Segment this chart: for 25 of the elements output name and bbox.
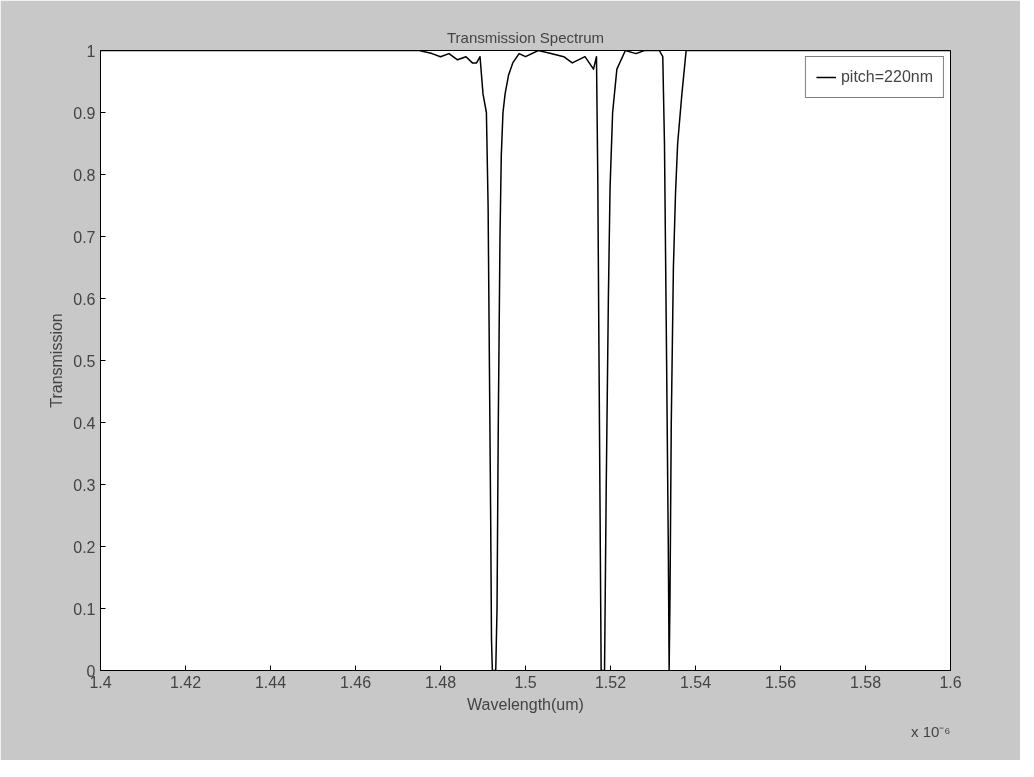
y-tick-label: 0.2 xyxy=(73,538,96,556)
y-tick-label: 0.3 xyxy=(73,476,96,494)
legend-label: pitch=220nm xyxy=(840,68,933,86)
y-tick-label: 1 xyxy=(86,42,96,60)
y-axis-title: Transmission xyxy=(48,313,66,408)
x-tick-label: 1.52 xyxy=(594,673,627,691)
y-tick-label: 0.1 xyxy=(73,600,96,618)
chart-title: Transmission Spectrum xyxy=(447,28,605,46)
y-tick-label: 0.4 xyxy=(73,414,96,432)
x-tick-label: 1.54 xyxy=(679,673,712,691)
x-tick-label: 1.42 xyxy=(169,673,202,691)
x-tick-label: 1.58 xyxy=(849,673,882,691)
x-tick-label: 1.5 xyxy=(514,673,537,691)
x-tick-label: 1.46 xyxy=(339,673,372,691)
x-tick-label: 1.6 xyxy=(939,673,962,691)
x-tick-label: 1.56 xyxy=(764,673,797,691)
y-tick-label: 0.9 xyxy=(73,104,96,122)
y-tick-label: 0.8 xyxy=(73,166,96,184)
y-tick-label: 0.5 xyxy=(73,352,96,370)
text: x 10⁻⁶ xyxy=(910,722,951,740)
x-axis-title: Wavelength(um) xyxy=(467,695,584,713)
y-tick-label: 0.7 xyxy=(73,228,96,246)
y-tick-label: 0.6 xyxy=(73,290,96,308)
x-tick-label: 1.48 xyxy=(424,673,457,691)
x-tick-label: 1.44 xyxy=(254,673,287,691)
